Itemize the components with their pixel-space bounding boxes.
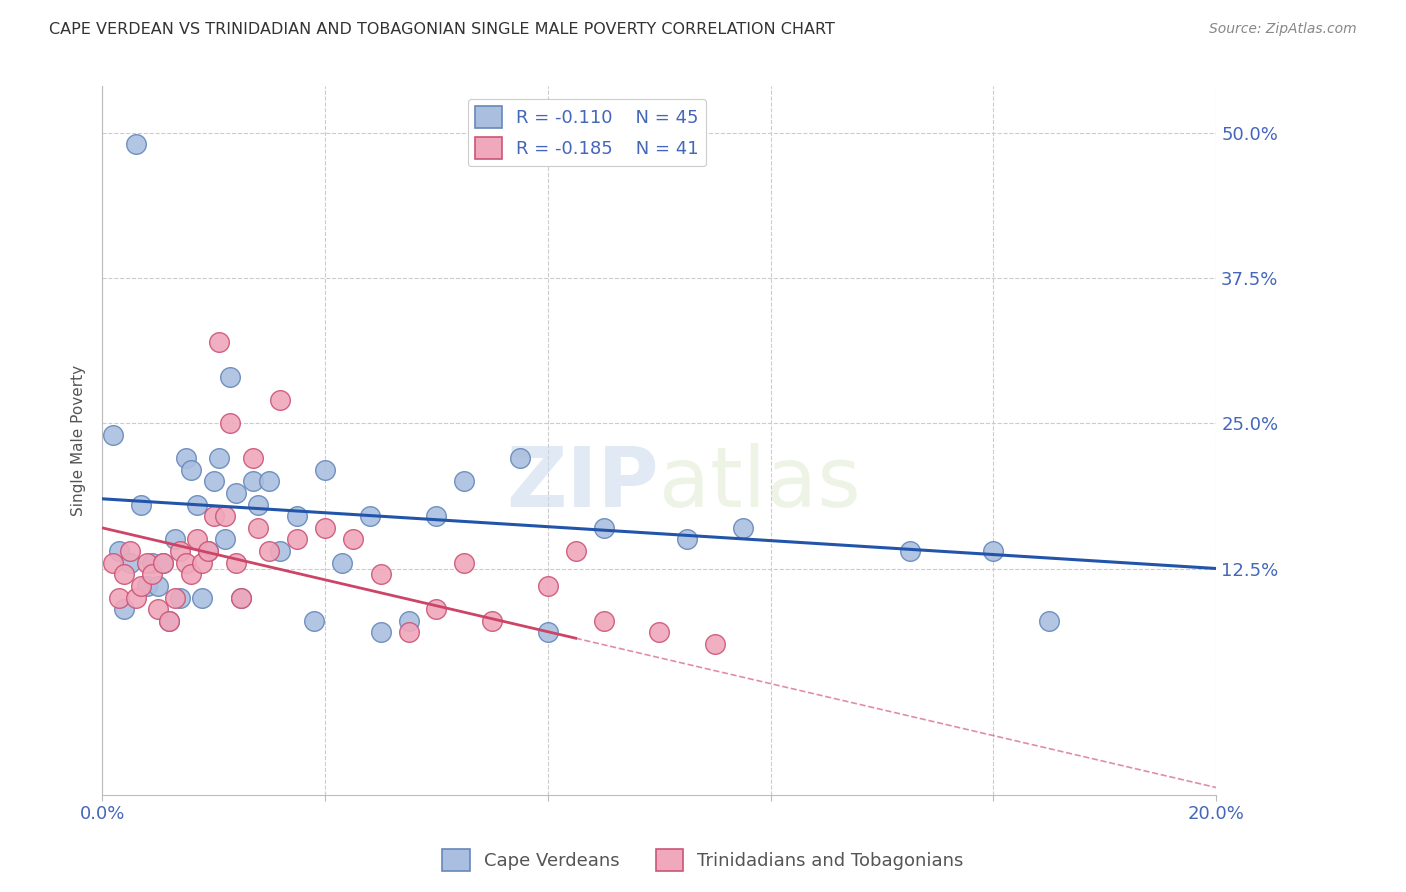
Point bbox=[141, 567, 163, 582]
Text: ZIP: ZIP bbox=[506, 442, 659, 524]
Point bbox=[314, 463, 336, 477]
Point bbox=[731, 521, 754, 535]
Point bbox=[103, 556, 125, 570]
Point bbox=[191, 556, 214, 570]
Point bbox=[120, 556, 142, 570]
Point bbox=[314, 521, 336, 535]
Point bbox=[259, 475, 281, 489]
Point bbox=[330, 556, 353, 570]
Point bbox=[225, 486, 247, 500]
Point bbox=[269, 392, 291, 407]
Point bbox=[141, 556, 163, 570]
Point bbox=[214, 509, 236, 524]
Point bbox=[208, 334, 231, 349]
Point bbox=[425, 602, 447, 616]
Point bbox=[509, 451, 531, 466]
Point bbox=[103, 428, 125, 442]
Point bbox=[146, 602, 169, 616]
Point bbox=[592, 521, 614, 535]
Point bbox=[564, 544, 586, 558]
Point bbox=[1038, 614, 1060, 628]
Point bbox=[108, 591, 131, 605]
Legend: R = -0.110    N = 45, R = -0.185    N = 41: R = -0.110 N = 45, R = -0.185 N = 41 bbox=[468, 99, 706, 167]
Point bbox=[269, 544, 291, 558]
Point bbox=[453, 475, 475, 489]
Point bbox=[180, 463, 202, 477]
Point bbox=[124, 591, 146, 605]
Point bbox=[169, 544, 191, 558]
Point bbox=[202, 475, 225, 489]
Point bbox=[114, 567, 136, 582]
Point bbox=[219, 369, 242, 384]
Point bbox=[704, 637, 727, 651]
Point bbox=[202, 509, 225, 524]
Point bbox=[242, 475, 264, 489]
Point bbox=[983, 544, 1005, 558]
Point bbox=[124, 137, 146, 152]
Point bbox=[398, 625, 420, 640]
Point bbox=[247, 498, 270, 512]
Point bbox=[135, 556, 157, 570]
Point bbox=[302, 614, 325, 628]
Point bbox=[114, 602, 136, 616]
Point bbox=[676, 533, 699, 547]
Point bbox=[186, 498, 208, 512]
Point bbox=[129, 579, 152, 593]
Point bbox=[157, 614, 180, 628]
Point bbox=[169, 591, 191, 605]
Point bbox=[342, 533, 364, 547]
Point bbox=[259, 544, 281, 558]
Y-axis label: Single Male Poverty: Single Male Poverty bbox=[72, 365, 86, 516]
Point bbox=[197, 544, 219, 558]
Point bbox=[481, 614, 503, 628]
Point bbox=[231, 591, 253, 605]
Point bbox=[191, 591, 214, 605]
Point bbox=[135, 579, 157, 593]
Point bbox=[157, 614, 180, 628]
Point bbox=[359, 509, 381, 524]
Point bbox=[537, 579, 560, 593]
Point bbox=[898, 544, 921, 558]
Text: atlas: atlas bbox=[659, 442, 860, 524]
Point bbox=[225, 556, 247, 570]
Point bbox=[174, 451, 197, 466]
Point bbox=[370, 567, 392, 582]
Point bbox=[108, 544, 131, 558]
Point bbox=[180, 567, 202, 582]
Point bbox=[453, 556, 475, 570]
Point bbox=[163, 591, 186, 605]
Point bbox=[146, 579, 169, 593]
Point bbox=[231, 591, 253, 605]
Point bbox=[285, 533, 308, 547]
Point bbox=[219, 417, 242, 431]
Point bbox=[129, 498, 152, 512]
Point bbox=[120, 544, 142, 558]
Point bbox=[208, 451, 231, 466]
Text: CAPE VERDEAN VS TRINIDADIAN AND TOBAGONIAN SINGLE MALE POVERTY CORRELATION CHART: CAPE VERDEAN VS TRINIDADIAN AND TOBAGONI… bbox=[49, 22, 835, 37]
Point bbox=[398, 614, 420, 628]
Point bbox=[186, 533, 208, 547]
Point bbox=[214, 533, 236, 547]
Point bbox=[174, 556, 197, 570]
Point bbox=[648, 625, 671, 640]
Text: Source: ZipAtlas.com: Source: ZipAtlas.com bbox=[1209, 22, 1357, 37]
Point bbox=[285, 509, 308, 524]
Point bbox=[370, 625, 392, 640]
Point bbox=[152, 556, 174, 570]
Point bbox=[537, 625, 560, 640]
Point bbox=[242, 451, 264, 466]
Point bbox=[247, 521, 270, 535]
Point bbox=[592, 614, 614, 628]
Legend: Cape Verdeans, Trinidadians and Tobagonians: Cape Verdeans, Trinidadians and Tobagoni… bbox=[436, 842, 970, 879]
Point bbox=[152, 556, 174, 570]
Point bbox=[163, 533, 186, 547]
Point bbox=[425, 509, 447, 524]
Point bbox=[197, 544, 219, 558]
